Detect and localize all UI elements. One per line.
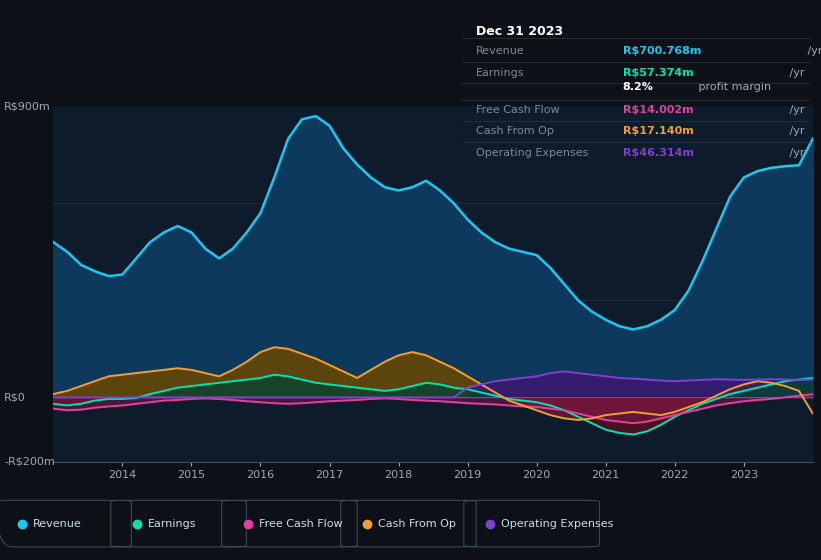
Text: /yr: /yr [786, 68, 805, 78]
Text: /yr: /yr [786, 148, 805, 158]
Text: /yr: /yr [786, 105, 805, 115]
Text: /yr: /yr [805, 46, 821, 55]
Text: Revenue: Revenue [33, 519, 81, 529]
Text: Earnings: Earnings [476, 68, 525, 78]
Text: Cash From Op: Cash From Op [378, 519, 456, 529]
Text: Cash From Op: Cash From Op [476, 125, 554, 136]
Text: Free Cash Flow: Free Cash Flow [476, 105, 560, 115]
Text: Operating Expenses: Operating Expenses [501, 519, 613, 529]
Text: /yr: /yr [786, 125, 805, 136]
Text: R$0: R$0 [4, 393, 25, 402]
Text: R$17.140m: R$17.140m [623, 125, 694, 136]
Text: R$46.314m: R$46.314m [623, 148, 694, 158]
Text: -R$200m: -R$200m [4, 457, 55, 467]
Text: R$900m: R$900m [4, 101, 51, 111]
Text: 8.2%: 8.2% [623, 82, 654, 92]
Text: Revenue: Revenue [476, 46, 525, 55]
Text: Earnings: Earnings [148, 519, 196, 529]
Text: Dec 31 2023: Dec 31 2023 [476, 25, 563, 38]
Text: R$57.374m: R$57.374m [623, 68, 694, 78]
Text: R$700.768m: R$700.768m [623, 46, 701, 55]
Text: R$14.002m: R$14.002m [623, 105, 694, 115]
Text: Free Cash Flow: Free Cash Flow [259, 519, 342, 529]
Text: profit margin: profit margin [695, 82, 772, 92]
Text: Operating Expenses: Operating Expenses [476, 148, 589, 158]
